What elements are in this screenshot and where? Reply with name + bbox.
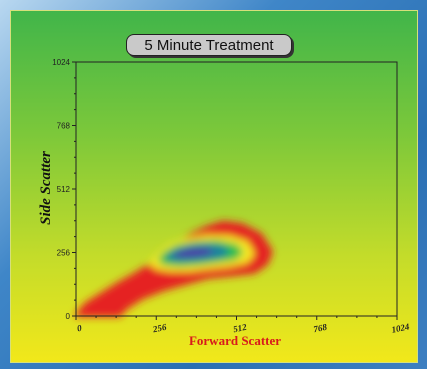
- y-axis-title: Side Scatter: [38, 151, 54, 225]
- y-tick-label: 256: [57, 249, 71, 258]
- axes: [75, 61, 398, 317]
- x-tick-label: 512: [232, 322, 248, 335]
- y-tick-label: 768: [57, 122, 71, 131]
- density-plot: [75, 220, 273, 317]
- x-tick-label: 0: [76, 323, 83, 334]
- chart-title-box: 5 Minute Treatment: [126, 34, 292, 56]
- chart-title: 5 Minute Treatment: [144, 36, 274, 54]
- ticks: 0 256 512 768 1024 0 256 512 768 1024: [52, 58, 411, 335]
- x-axis-title: Forward Scatter: [189, 333, 281, 348]
- x-tick-label: 1024: [391, 321, 411, 335]
- y-tick-label: 512: [57, 185, 71, 194]
- y-tick-label: 1024: [52, 58, 70, 67]
- plot-frame: [75, 61, 398, 317]
- x-tick-label: 768: [312, 322, 328, 335]
- density-region-blue: [173, 247, 213, 258]
- plot-panel: [10, 10, 418, 363]
- x-tick-label: 256: [151, 322, 168, 335]
- y-tick-label: 0: [66, 312, 71, 321]
